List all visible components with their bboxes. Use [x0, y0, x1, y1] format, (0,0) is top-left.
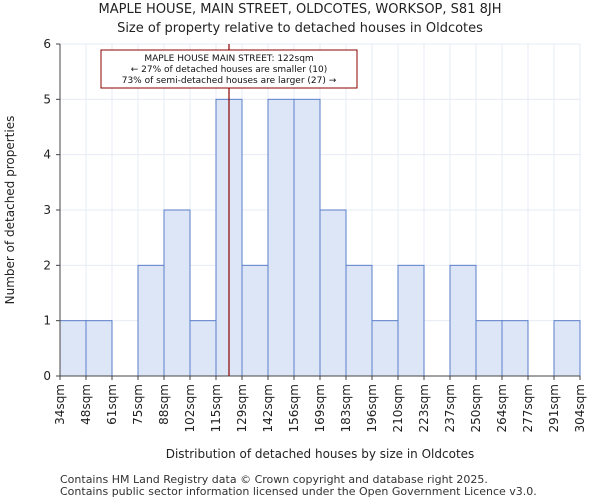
- x-tick-label: 88sqm: [157, 384, 171, 425]
- x-tick-label: 129sqm: [235, 384, 249, 432]
- histogram-bar: [241, 264, 269, 377]
- page-title: MAPLE HOUSE, MAIN STREET, OLDCOTES, WORK…: [98, 2, 502, 17]
- x-tick-label: 264sqm: [495, 384, 509, 432]
- x-tick-label: 34sqm: [53, 384, 67, 425]
- footer-copyright: Contains HM Land Registry data © Crown c…: [60, 473, 488, 486]
- x-tick-label: 61sqm: [105, 384, 119, 425]
- x-tick-label: 210sqm: [391, 384, 405, 432]
- histogram-bar: [553, 320, 581, 377]
- histogram-bar: [319, 209, 347, 377]
- y-axis-title: Number of detached properties: [3, 116, 17, 305]
- histogram-bar: [85, 320, 113, 377]
- histogram-bar: [371, 320, 399, 377]
- x-tick-label: 169sqm: [313, 384, 327, 432]
- x-tick-label: 250sqm: [469, 384, 483, 432]
- x-tick-label: 291sqm: [547, 384, 561, 432]
- histogram-bar: [163, 209, 191, 377]
- x-tick-label: 156sqm: [287, 384, 301, 432]
- x-tick-label: 48sqm: [79, 384, 93, 425]
- x-tick-label: 196sqm: [365, 384, 379, 432]
- annotation-line: MAPLE HOUSE MAIN STREET: 122sqm: [144, 54, 313, 64]
- x-tick-label: 102sqm: [183, 384, 197, 432]
- y-tick-label: 0: [43, 369, 51, 383]
- histogram-bar: [267, 98, 295, 377]
- histogram-bar: [501, 320, 529, 377]
- y-tick-label: 5: [43, 92, 51, 106]
- x-tick-label: 237sqm: [443, 384, 457, 432]
- y-tick-label: 3: [43, 203, 51, 217]
- chart-subtitle: Size of property relative to detached ho…: [117, 21, 483, 36]
- y-tick-label: 2: [43, 258, 51, 272]
- x-tick-label: 304sqm: [573, 384, 587, 432]
- x-tick-label: 277sqm: [521, 384, 535, 432]
- annotation-box: [100, 49, 358, 89]
- histogram-bar: [137, 264, 165, 377]
- histogram-bar: [449, 264, 477, 377]
- x-tick-label: 183sqm: [339, 384, 353, 432]
- y-tick-label: 6: [43, 37, 51, 51]
- y-tick-label: 1: [43, 314, 51, 328]
- footer-licence: Contains public sector information licen…: [60, 485, 537, 498]
- y-tick-label: 4: [43, 148, 51, 162]
- histogram-bar: [293, 98, 321, 377]
- histogram-bar: [475, 320, 503, 377]
- x-tick-label: 115sqm: [209, 384, 223, 432]
- x-tick-label: 75sqm: [131, 384, 145, 425]
- histogram-bar: [345, 264, 373, 377]
- x-tick-label: 223sqm: [417, 384, 431, 432]
- annotation-line: ← 27% of detached houses are smaller (10…: [131, 65, 328, 75]
- histogram-bar: [189, 320, 217, 377]
- histogram-bar: [397, 264, 425, 377]
- histogram-bar: [59, 320, 87, 377]
- annotation-line: 73% of semi-detached houses are larger (…: [122, 76, 337, 86]
- x-tick-label: 142sqm: [261, 384, 275, 432]
- x-axis-title: Distribution of detached houses by size …: [166, 447, 475, 461]
